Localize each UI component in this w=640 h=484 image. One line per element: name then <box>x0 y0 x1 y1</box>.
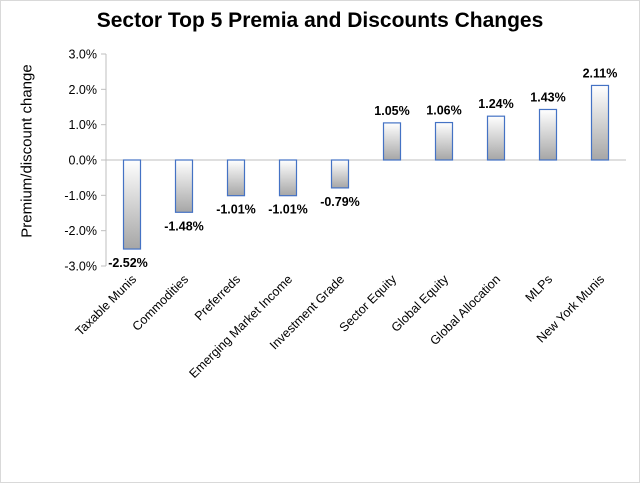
chart-title: Sector Top 5 Premia and Discounts Change… <box>96 9 544 32</box>
bar <box>382 122 402 161</box>
data-label: -1.01% <box>216 203 256 217</box>
bar <box>278 159 298 197</box>
category-label: Emerging Market Income <box>186 272 295 381</box>
data-label: 1.06% <box>426 104 461 118</box>
data-label: 1.24% <box>478 97 513 111</box>
y-tick-label: 0.0% <box>69 154 98 168</box>
category-label: Commodities <box>130 272 191 333</box>
bar-layer <box>122 84 610 250</box>
y-tick-label: -3.0% <box>64 260 97 274</box>
axis-layer: 3.0% 2.0% 1.0% 0.0% -1.0% -2.0% -3.0% <box>64 48 626 274</box>
bar <box>226 159 246 197</box>
category-label: Taxable Munis <box>73 272 139 338</box>
bar <box>174 159 194 213</box>
bar <box>330 159 350 189</box>
bar <box>486 115 506 161</box>
label-layer: -2.52% Taxable Munis -1.48% Commodities -1.0… <box>73 66 618 380</box>
y-tick-label: 1.0% <box>69 118 98 132</box>
bar <box>538 108 558 161</box>
data-label: 1.05% <box>374 104 409 118</box>
bar <box>122 159 142 250</box>
data-label: -1.48% <box>164 219 204 233</box>
data-label: -0.79% <box>320 195 360 209</box>
y-tick-label: 2.0% <box>69 83 98 97</box>
y-tick-label: -2.0% <box>64 224 97 238</box>
category-label: MLPs <box>523 272 555 304</box>
category-label: Preferreds <box>192 272 243 323</box>
data-label: -2.52% <box>108 256 148 270</box>
bar <box>434 121 454 161</box>
y-tick-label: -1.0% <box>64 189 97 203</box>
data-label: 1.43% <box>530 90 565 104</box>
bar <box>590 84 610 161</box>
data-label: -1.01% <box>268 203 308 217</box>
data-label: 2.11% <box>583 66 618 80</box>
y-tick-label: 3.0% <box>69 48 98 62</box>
